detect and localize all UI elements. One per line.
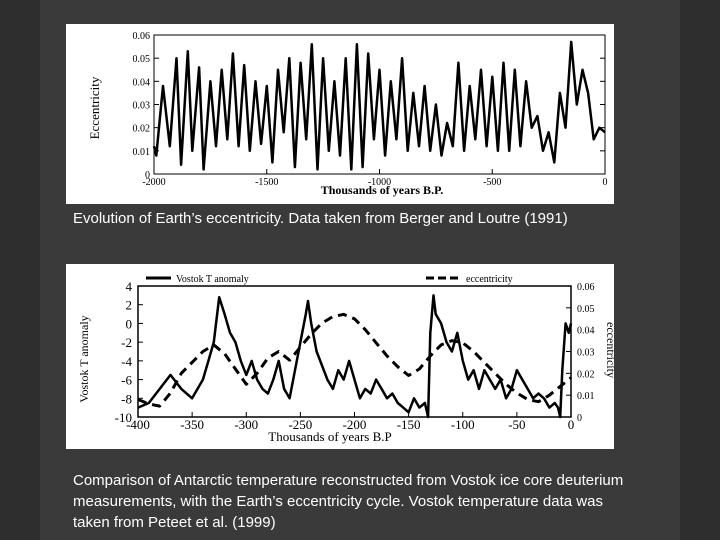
x-tick-label: -400	[126, 417, 150, 432]
y-axis-label: Eccentricity	[87, 76, 102, 139]
y2-tick-label: 0.01	[577, 391, 595, 402]
legend-label-vostok: Vostok T anomaly	[176, 274, 249, 285]
background-shape-left	[0, 0, 40, 540]
vostok-chart-panel: -10 -8 -6 -4 -2 0 2 4 0 0.01 0.02 0.03 0.04 0.05 0.06 -…	[66, 264, 618, 449]
legend-label-eccentricity: eccentricity	[466, 274, 513, 285]
chart-legend: Vostok T anomaly eccentricity	[146, 274, 513, 285]
y-tick-label: 4	[126, 279, 133, 294]
y-tick-label: -2	[121, 335, 132, 350]
vostok-comparison-chart: -10 -8 -6 -4 -2 0 2 4 0 0.01 0.02 0.03 0.04 0.05 0.06 -…	[77, 274, 618, 444]
vostok-temperature-line	[137, 294, 573, 419]
x-axis-label: Thousands of years B.P.	[321, 183, 444, 197]
y2-tick-label: 0.03	[577, 348, 595, 359]
y2-tick-label: 0.06	[577, 282, 595, 293]
y2-tick-label: 0.05	[577, 304, 595, 315]
x-tick-label: -100	[451, 417, 475, 432]
x-tick-label: -350	[180, 417, 204, 432]
x-tick-label: -500	[483, 177, 501, 188]
y-tick-label: -4	[121, 354, 132, 369]
plot-frame	[153, 34, 606, 175]
y-tick-label: 0	[126, 316, 133, 331]
y-tick-label: 0.06	[133, 31, 151, 42]
top-chart-caption: Evolution of Earth’s eccentricity. Data …	[73, 210, 568, 227]
bottom-chart-caption: Comparison of Antarctic temperature reco…	[73, 472, 624, 531]
x-tick-label: 0	[603, 177, 608, 188]
eccentricity-dashed-line	[137, 312, 572, 408]
x-tick-label: -1000	[368, 177, 391, 188]
x-tick-label: -1500	[255, 177, 278, 188]
y2-tick-label: 0	[577, 413, 582, 424]
x-tick-label: -150	[397, 417, 421, 432]
y-axis-label-right: eccentricity	[604, 322, 614, 378]
background-shape-right	[680, 0, 720, 540]
y-tick-label: 0.04	[133, 77, 151, 88]
y-axis-label-left: Vostok T anomaly	[77, 315, 91, 402]
y2-tick-label: 0.04	[577, 326, 595, 337]
eccentricity-line	[152, 40, 606, 171]
x-tick-label: -250	[288, 417, 312, 432]
y-tick-label: 0	[145, 170, 150, 181]
y-tick-label: 0.01	[133, 147, 151, 158]
x-tick-label: -200	[343, 417, 367, 432]
y-tick-label: 0.05	[133, 54, 151, 65]
y2-tick-label: 0.02	[577, 369, 595, 380]
x-tick-label: 0	[568, 417, 575, 432]
y-tick-label: -10	[115, 410, 132, 425]
y-tick-label: -6	[121, 373, 132, 388]
eccentricity-chart-panel: 0 0.01 0.02 0.03 0.04 0.05 0.06 -2000 -1500 -1000…	[66, 24, 614, 204]
x-tick-label: -2000	[142, 177, 165, 188]
y-tick-label: 0.03	[133, 101, 151, 112]
x-tick-label: -50	[508, 417, 525, 432]
y-tick-label: -8	[121, 391, 132, 406]
x-axis-label: Thousands of years B.P	[268, 429, 392, 444]
x-tick-label: -300	[234, 417, 258, 432]
y-tick-label: 0.02	[133, 124, 151, 135]
eccentricity-chart: 0 0.01 0.02 0.03 0.04 0.05 0.06 -2000 -1500 -1000…	[87, 31, 608, 197]
y-tick-label: 2	[126, 298, 133, 313]
